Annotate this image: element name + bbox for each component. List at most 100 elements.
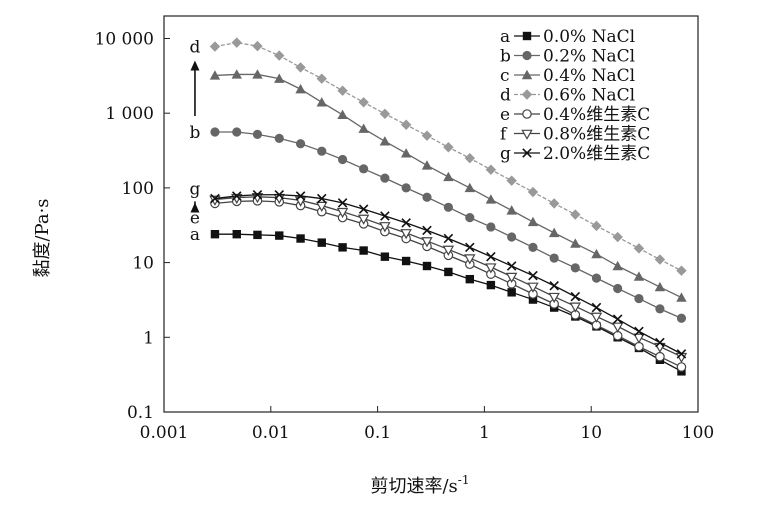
data-point-marker bbox=[506, 175, 517, 186]
legend-label: 0.6% NaCl bbox=[543, 86, 635, 106]
data-point-marker bbox=[549, 253, 559, 263]
data-point-marker bbox=[209, 41, 221, 52]
legend-label: 0.0% NaCl bbox=[543, 27, 635, 47]
data-point-marker bbox=[527, 186, 539, 198]
data-point-marker bbox=[591, 302, 602, 313]
legend-key: c bbox=[500, 66, 510, 86]
data-point-marker bbox=[591, 273, 602, 283]
series-c bbox=[209, 69, 687, 302]
y-tick-label: 10 bbox=[132, 254, 154, 274]
data-point-marker bbox=[464, 152, 476, 164]
plot-frame bbox=[163, 15, 699, 413]
curve-label: d bbox=[190, 38, 201, 58]
data-point-marker bbox=[486, 222, 496, 232]
data-point-marker bbox=[380, 173, 390, 183]
legend-item-b: b 0.2% NaCl bbox=[500, 47, 635, 67]
data-point-marker bbox=[654, 281, 666, 292]
data-point-marker bbox=[655, 304, 665, 314]
data-point-marker bbox=[400, 119, 412, 130]
data-point-marker bbox=[612, 314, 623, 324]
data-point-marker bbox=[379, 136, 391, 146]
data-point-marker bbox=[317, 146, 327, 156]
annotation-layer: d b gea bbox=[190, 38, 201, 246]
data-point-marker bbox=[507, 288, 516, 297]
data-point-marker bbox=[634, 293, 644, 304]
data-point-marker bbox=[359, 246, 368, 255]
data-point-marker bbox=[379, 108, 391, 120]
series-e bbox=[210, 196, 687, 372]
data-point-marker bbox=[591, 220, 602, 232]
data-point-marker bbox=[633, 243, 645, 254]
legend-label: 0.8%维生素C bbox=[543, 125, 650, 145]
data-point-marker bbox=[380, 211, 390, 221]
data-point-marker bbox=[422, 225, 432, 236]
marker-stroke bbox=[465, 242, 475, 253]
data-point-marker bbox=[421, 160, 433, 170]
legend-item-f: f 0.8%维生素C bbox=[500, 125, 650, 145]
legend-item-c: c 0.4% NaCl bbox=[500, 66, 635, 86]
data-point-marker bbox=[676, 265, 687, 276]
x-tick-label: 100 bbox=[682, 423, 714, 443]
marker-stroke bbox=[528, 270, 538, 281]
data-point-marker bbox=[295, 139, 306, 149]
data-point-marker bbox=[521, 69, 533, 80]
data-point-marker bbox=[465, 274, 475, 284]
data-point-marker bbox=[548, 227, 560, 238]
data-point-marker bbox=[548, 198, 560, 209]
data-point-marker bbox=[464, 182, 476, 193]
data-point-marker bbox=[421, 237, 433, 248]
marker-stroke bbox=[210, 193, 220, 204]
data-point-marker bbox=[570, 209, 581, 220]
data-point-marker bbox=[295, 83, 306, 94]
curve-label: g bbox=[190, 180, 201, 200]
marker-stroke bbox=[486, 251, 496, 262]
marker-stroke bbox=[358, 204, 369, 214]
data-point-marker bbox=[676, 349, 687, 359]
data-point-marker bbox=[401, 218, 411, 228]
data-point-marker bbox=[358, 204, 369, 214]
data-point-marker bbox=[444, 267, 453, 277]
data-point-marker bbox=[337, 109, 348, 120]
legend: a 0.0% NaCl b 0.2% NaCl c 0.4% NaCl d 0.6% NaCl… bbox=[500, 27, 650, 164]
curve-label: e bbox=[190, 208, 200, 228]
data-point-marker bbox=[316, 201, 328, 212]
legend-key: b bbox=[500, 47, 511, 67]
data-point-marker bbox=[252, 129, 263, 140]
data-point-marker bbox=[317, 238, 326, 247]
data-point-marker bbox=[401, 256, 411, 266]
y-tick-label: 100 bbox=[122, 179, 154, 199]
data-point-marker bbox=[676, 292, 687, 302]
marker-stroke bbox=[380, 211, 390, 221]
curve-label: b bbox=[190, 123, 201, 143]
data-point-marker bbox=[209, 70, 221, 80]
series-b bbox=[210, 127, 687, 323]
data-point-marker bbox=[486, 280, 496, 290]
legend-label: 0.4% NaCl bbox=[543, 66, 635, 86]
legend-item-e: e 0.4%维生素C bbox=[500, 105, 650, 125]
data-point-marker bbox=[252, 40, 263, 52]
data-point-marker bbox=[527, 216, 539, 227]
marker-stroke bbox=[316, 193, 327, 204]
data-point-marker bbox=[295, 62, 306, 73]
data-point-marker bbox=[485, 194, 497, 204]
marker-stroke bbox=[570, 291, 581, 302]
data-point-marker bbox=[485, 164, 497, 175]
data-point-marker bbox=[655, 351, 665, 362]
data-point-marker bbox=[570, 238, 581, 248]
data-point-marker bbox=[231, 69, 242, 79]
y-tick-label: 1 bbox=[143, 328, 154, 348]
data-point-marker bbox=[527, 282, 539, 293]
data-point-marker bbox=[400, 148, 412, 158]
data-point-marker bbox=[401, 183, 411, 193]
data-point-marker bbox=[464, 254, 476, 265]
data-point-marker bbox=[316, 97, 327, 107]
marker-stroke bbox=[443, 233, 454, 244]
data-point-marker bbox=[465, 242, 475, 253]
data-point-marker bbox=[253, 230, 262, 240]
data-point-marker bbox=[358, 123, 369, 133]
marker-stroke bbox=[676, 349, 687, 359]
data-point-marker bbox=[359, 164, 369, 174]
data-point-marker bbox=[422, 261, 432, 271]
data-point-marker bbox=[570, 263, 580, 273]
